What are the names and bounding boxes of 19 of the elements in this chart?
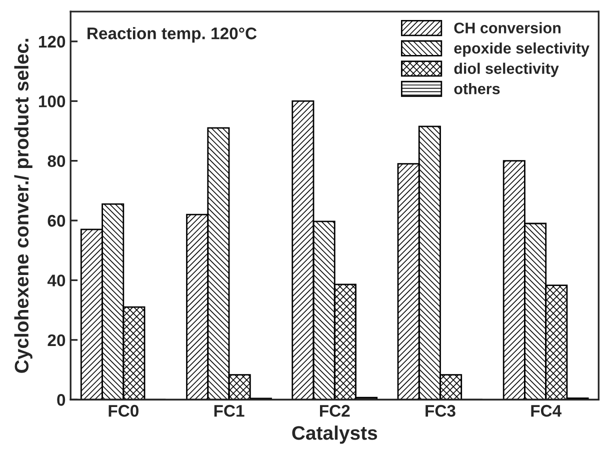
- y-tick-label: 20: [48, 334, 66, 346]
- x-tick-label: FC1: [214, 404, 244, 417]
- x-axis-title: Catalysts: [292, 426, 378, 444]
- legend-label: others: [454, 83, 500, 94]
- legend-label: epoxide selectivity: [454, 42, 590, 57]
- legend-label: CH conversion: [454, 22, 560, 34]
- y-axis-title: Cyclohexene conver./ product selec.: [14, 38, 32, 373]
- y-tick-label: 40: [47, 274, 66, 286]
- x-tick-label: FC4: [531, 404, 562, 417]
- x-tick-label: FC0: [108, 404, 138, 417]
- y-tick-label: 80: [48, 155, 66, 168]
- annotation: Reaction temp. 120°C: [88, 27, 257, 43]
- y-tick-label: 120: [38, 36, 66, 48]
- x-tick-label: FC3: [426, 404, 456, 417]
- y-tick-label: 60: [48, 214, 66, 227]
- legend-label: diol selectivity: [454, 62, 559, 77]
- y-tick-label: 0: [57, 394, 66, 406]
- y-tick-label: 100: [38, 96, 66, 108]
- x-tick-label: FC2: [320, 404, 350, 417]
